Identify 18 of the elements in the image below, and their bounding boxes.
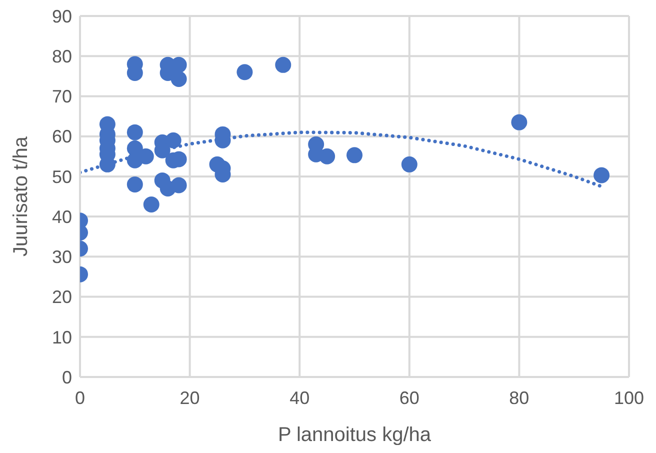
- y-tick-label: 10: [52, 327, 72, 348]
- y-tick-label: 50: [52, 166, 72, 187]
- x-tick-label: 80: [509, 388, 530, 408]
- y-tick-label: 80: [52, 46, 72, 66]
- y-tick-label: 60: [52, 126, 72, 147]
- x-tick-label: 60: [399, 388, 420, 408]
- x-tick-label: 20: [180, 388, 200, 408]
- x-tick-label: 100: [614, 388, 644, 408]
- x-axis-title: P lannoitus kg/ha: [278, 424, 432, 446]
- y-tick-label: 20: [52, 287, 72, 308]
- x-tick-label: 40: [290, 388, 310, 408]
- y-axis-title: Juurisato t/ha: [10, 136, 32, 257]
- y-tick-label: 70: [52, 86, 72, 107]
- y-tick-label: 40: [52, 206, 72, 227]
- y-tick-label: 0: [62, 367, 72, 388]
- y-tick-label: 90: [52, 6, 72, 26]
- x-tick-label: 0: [74, 388, 86, 408]
- y-tick-label: 30: [52, 247, 72, 268]
